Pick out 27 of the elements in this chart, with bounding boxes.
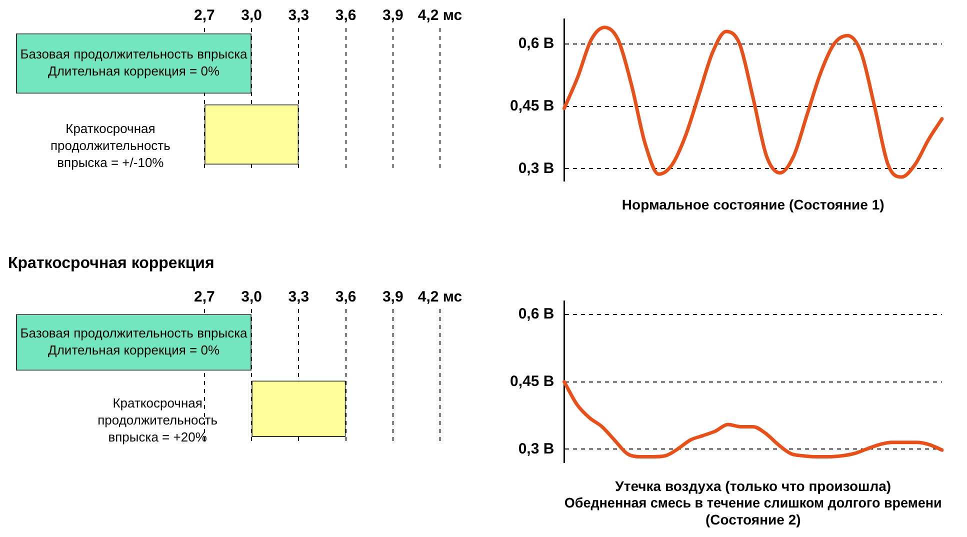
x-tick-label: 4,2 мс [418, 288, 462, 306]
x-axis-title: Нормальное состояние (Состояние 1) [622, 196, 884, 212]
y-tick-label: Базовая продолжительность впрыска Длительная коррекция = 0% [20, 325, 248, 358]
y-tick-label: 0,6 В [518, 35, 554, 52]
x-tick-label: 4,2 мс [418, 7, 462, 24]
y-tick-label: Базовая продолжительность впрыска Длительная коррекция = 0% [20, 46, 248, 79]
line-series [562, 380, 944, 459]
x-tick-label: 3,3 [288, 7, 310, 24]
x-axis-title: Утечка воздуха (только что произошла) Обедненная смесь в течение слишком долгого времени (Состояние 2) [564, 478, 942, 528]
x-tick-label: 3,9 [382, 7, 404, 24]
line-series [562, 26, 944, 179]
y-tick-label: 0,3 В [518, 160, 554, 177]
x-tick-label: 3,0 [241, 7, 262, 24]
y-tick-label: 0,3 В [518, 440, 554, 458]
x-tick-label: 2,7 [194, 288, 215, 306]
y-tick-label: Краткосрочная продолжительность впрыска = +/-10% [50, 121, 171, 170]
y-tick-label: Краткосрочная продолжительность впрыска = +20% [98, 395, 218, 444]
x-tick-label: 3,6 [335, 7, 356, 24]
x-tick-label: 3,6 [335, 288, 356, 306]
y-tick-label: 0,6 В [518, 306, 554, 323]
chart-title: Краткосрочная коррекция [8, 255, 214, 272]
y-tick-label: 0,45 В [510, 97, 554, 114]
x-tick-label: 2,7 [194, 7, 215, 24]
x-tick-label: 3,0 [241, 288, 262, 306]
y-tick-label: 0,45 В [510, 372, 554, 390]
x-tick-label: 3,3 [288, 288, 310, 306]
x-tick-label: 3,9 [382, 288, 404, 306]
